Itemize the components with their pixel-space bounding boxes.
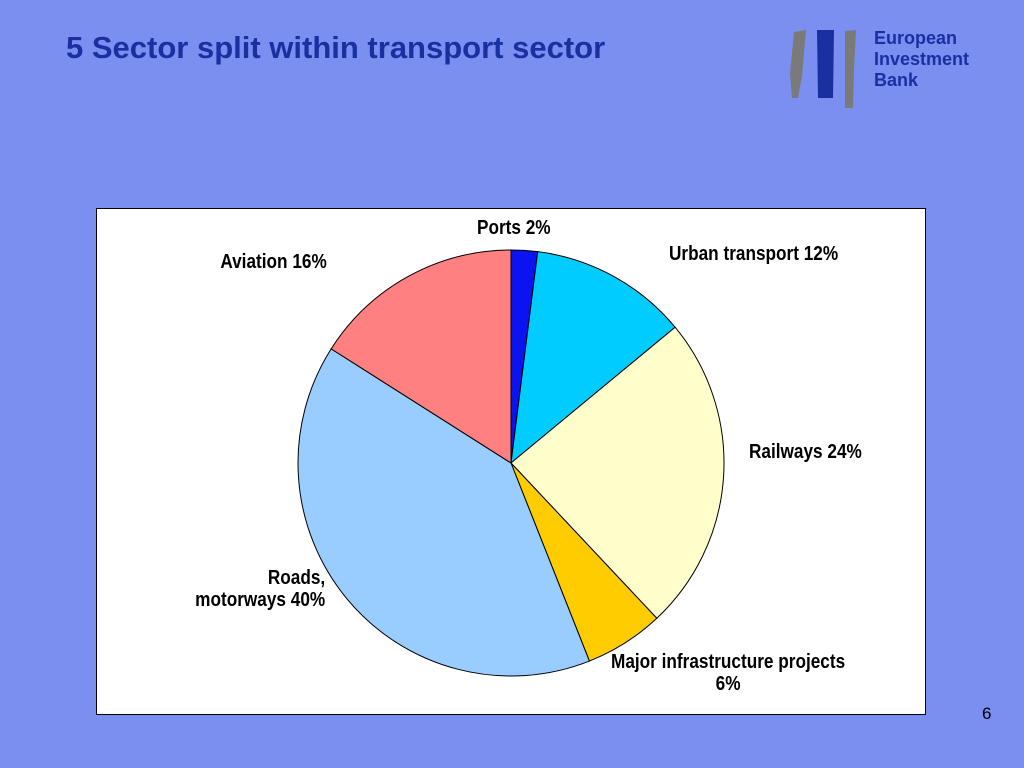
logo-line-3: Bank	[874, 70, 919, 90]
slide-title: 5 Sector split within transport sector	[66, 30, 606, 65]
slice-label-roads-line1: Roads,	[267, 567, 325, 589]
slice-label-major-infrastructure-line1: Major infrastructure projects	[611, 651, 846, 673]
pie-slice-roads-motorways	[297, 348, 591, 677]
logo-line-1: European	[874, 28, 958, 48]
slice-label-urban-transport: Urban transport 12%	[669, 243, 839, 265]
eib-logo-icon	[790, 30, 856, 108]
pie-slice-urban-transport	[510, 251, 676, 465]
pie-chart-panel: Ports 2% Urban transport 12% Railways 24…	[96, 208, 926, 715]
page-number: 6	[982, 704, 992, 723]
slice-label-major-infrastructure: Major infrastructure projects 6%	[611, 651, 845, 695]
pie-slice-railways	[510, 326, 725, 619]
eib-logo-text: European Investment Bank	[874, 28, 969, 91]
slice-label-roads-line2: motorways 40%	[194, 589, 325, 611]
pie-chart	[297, 249, 725, 677]
slice-label-major-infrastructure-line2: 6%	[715, 673, 741, 695]
logo-line-2: Investment	[874, 49, 970, 69]
slice-label-roads: Roads, motorways 40%	[195, 567, 325, 611]
slice-label-ports: Ports 2%	[477, 217, 551, 239]
slice-label-railways: Railways 24%	[749, 441, 862, 463]
eib-logo: European Investment Bank	[788, 26, 998, 110]
pie-slice-aviation	[330, 249, 512, 464]
slice-label-aviation: Aviation 16%	[220, 251, 327, 273]
